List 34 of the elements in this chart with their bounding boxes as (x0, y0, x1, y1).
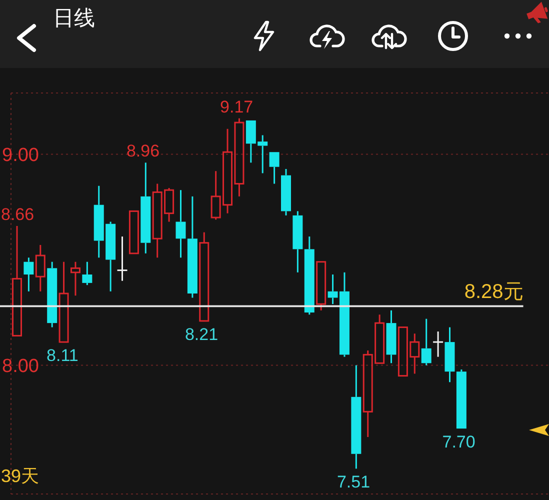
y-tick-label: 8.00 (2, 356, 39, 377)
candlestick (351, 364, 362, 470)
candlestick (269, 152, 280, 185)
candlestick (176, 189, 186, 258)
candlestick (292, 210, 303, 274)
candlestick (35, 244, 46, 292)
candlestick (82, 261, 92, 286)
annotation: 7.51 (336, 472, 370, 492)
candlestick (432, 330, 444, 358)
annotation: 8.96 (126, 142, 160, 161)
candlestick (128, 210, 139, 254)
candlestick (304, 236, 314, 316)
candlestick (140, 162, 151, 254)
annotation: 9.17 (220, 97, 254, 116)
candlestick (116, 236, 128, 282)
candlestick (24, 256, 34, 292)
candlestick (386, 310, 396, 364)
candlestick (12, 225, 22, 336)
ref-line-label: 8.28元 (464, 281, 524, 304)
annotation: 8.21 (184, 324, 218, 344)
candlestick (187, 196, 198, 298)
annotation: 39天 (1, 465, 40, 487)
annotation: 8.11 (46, 346, 78, 366)
candlestick (421, 318, 432, 366)
candlestick (444, 326, 455, 383)
candlestick (58, 261, 69, 343)
y-tick-label: 9.00 (2, 144, 39, 166)
chart-title: 日线 (53, 6, 95, 32)
candlestick (456, 368, 466, 429)
candlestick (281, 168, 291, 216)
annotation: 7.70 (442, 432, 476, 452)
candlestick (199, 232, 210, 322)
candlestick (47, 261, 58, 328)
annotation: 8.66 (1, 204, 34, 224)
